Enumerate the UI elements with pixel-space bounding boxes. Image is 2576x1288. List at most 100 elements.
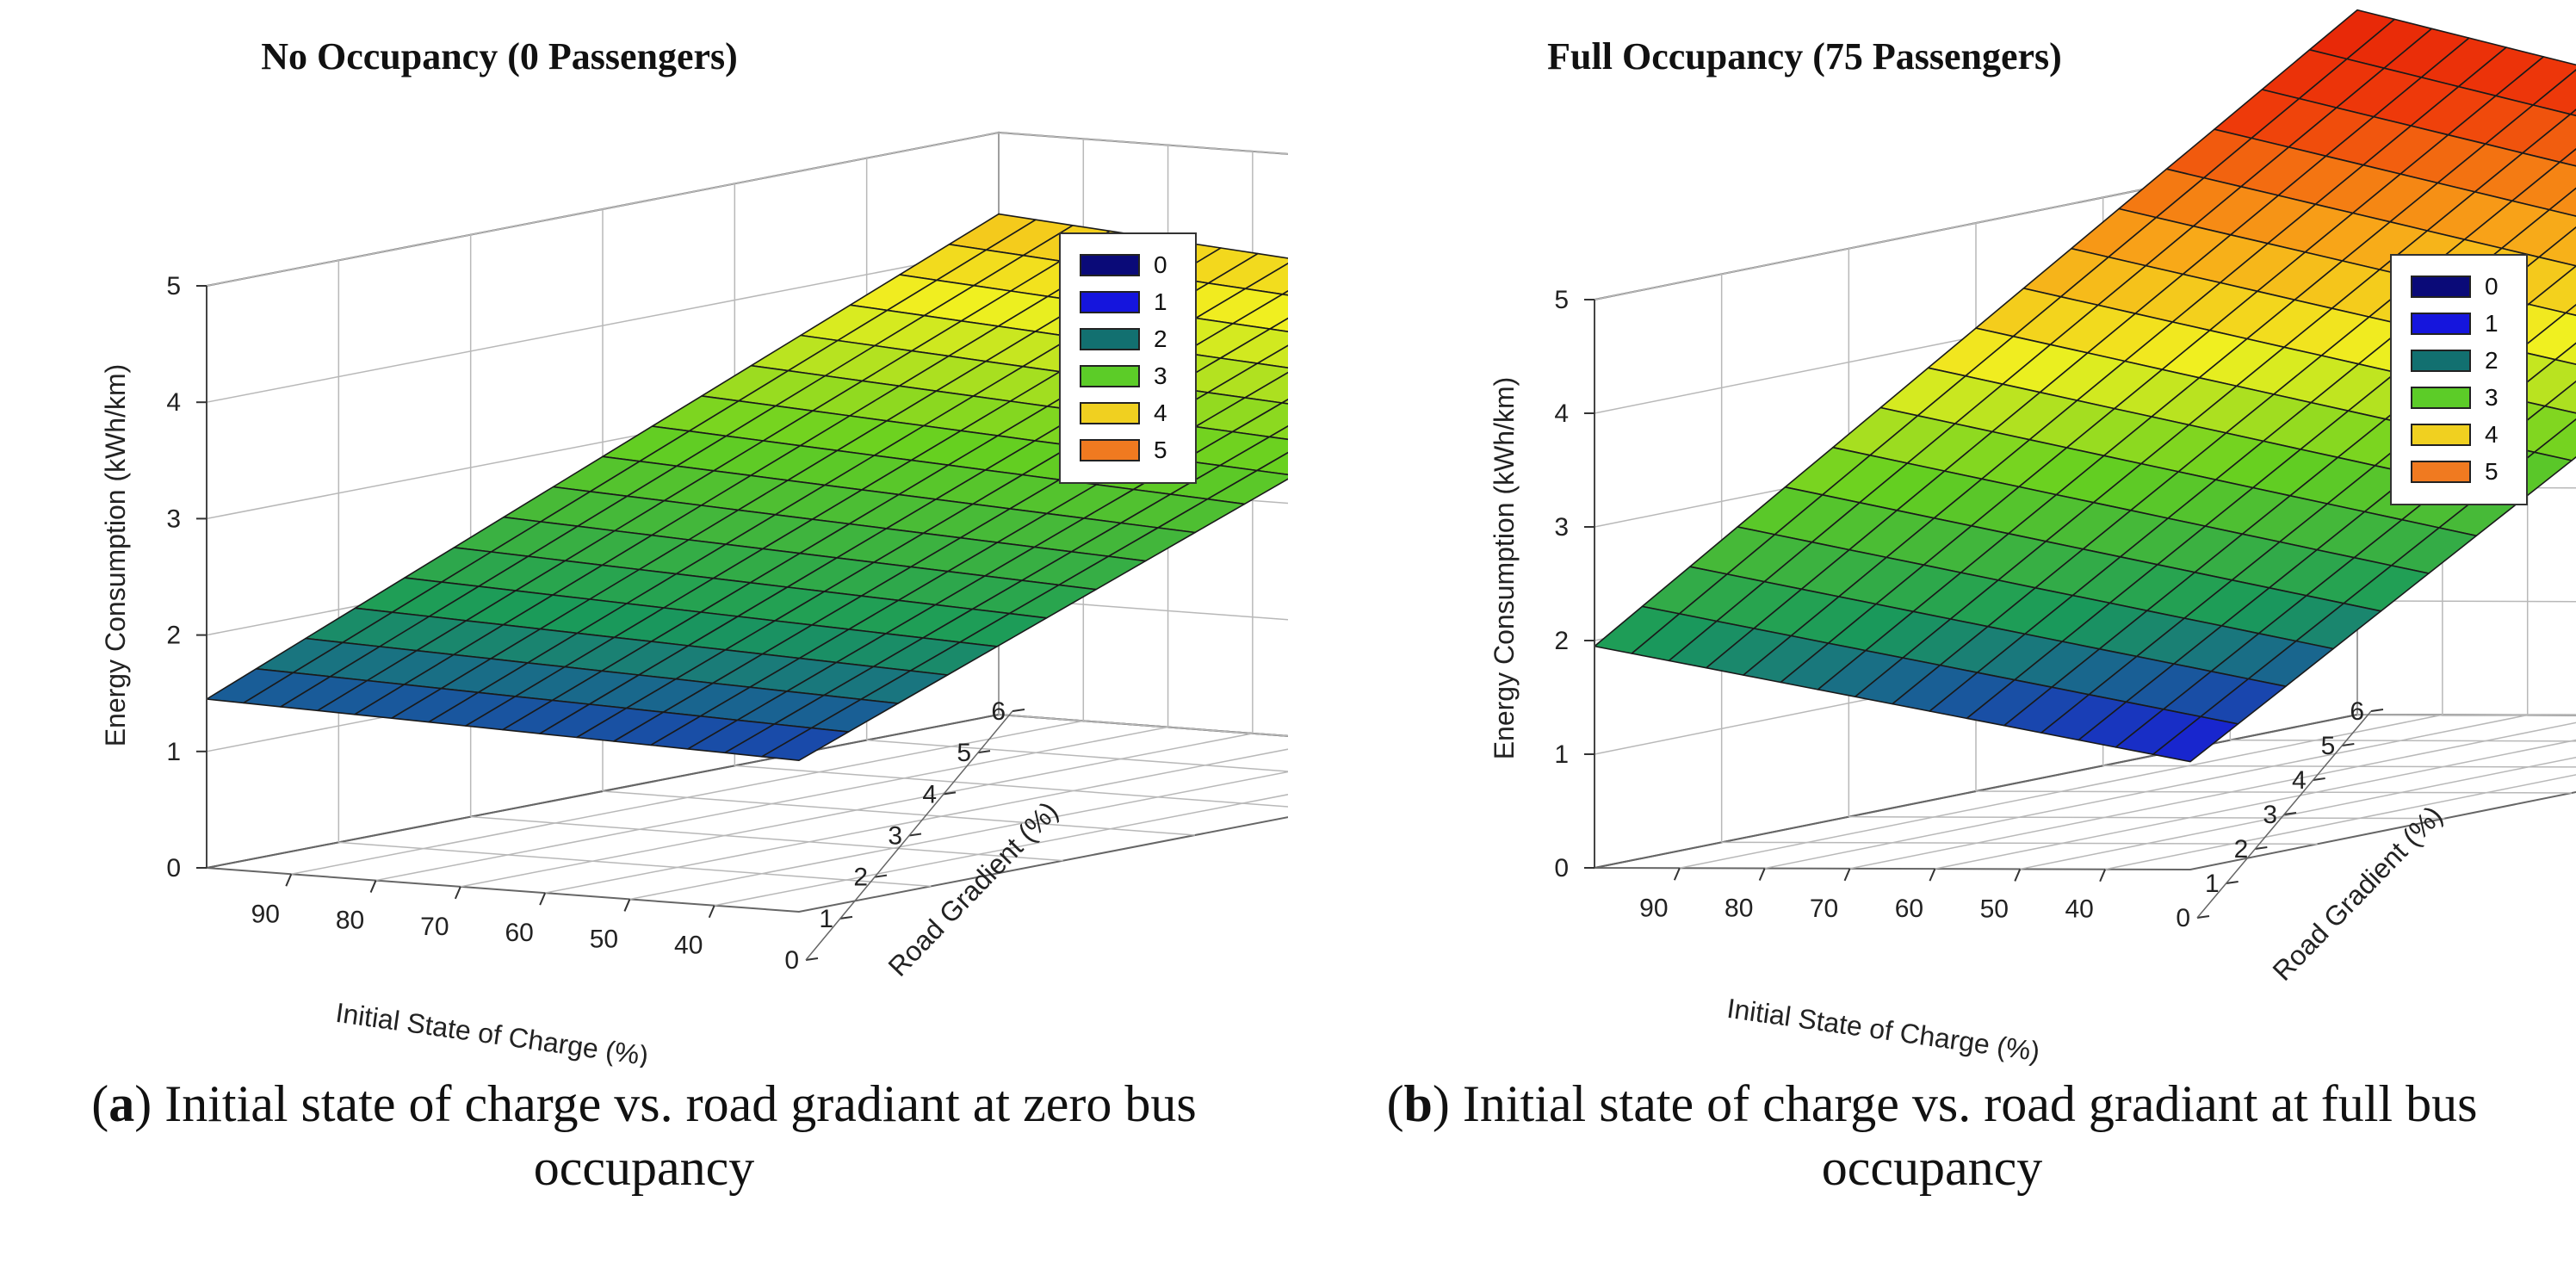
x-tick-label: 70 <box>1810 895 1838 923</box>
gridline-floor-y <box>2356 714 2576 716</box>
y-tick-mark <box>943 791 957 796</box>
z-axis-label: Energy Consumption (kWh/km) <box>100 364 131 747</box>
x-tick-label: 80 <box>1725 895 1753 923</box>
surface-cell <box>1268 424 1288 441</box>
z-tick-label: 3 <box>1554 513 1569 542</box>
z-tick-label: 4 <box>166 388 181 417</box>
y-tick-mark <box>2313 777 2325 781</box>
legend-label: 0 <box>1154 251 1167 278</box>
surface-cell <box>2152 715 2239 763</box>
surface-cell <box>1269 317 1288 332</box>
x-tick-label: 50 <box>590 925 618 953</box>
z-tick-label: 0 <box>1554 854 1569 882</box>
legend-label: 2 <box>1154 325 1167 352</box>
y-tick-label: 6 <box>991 697 1006 726</box>
caption-tag-a: a <box>108 1075 135 1132</box>
chart-title-a: No Occupancy (0 Passengers) <box>261 35 738 77</box>
legend-label: 3 <box>2485 384 2499 411</box>
legend-swatch <box>2411 350 2471 372</box>
legend-swatch <box>2411 424 2471 446</box>
legend-b: 0 1 2 3 4 5 <box>2390 254 2528 505</box>
legend-swatch <box>1080 328 1140 350</box>
y-tick-label: 0 <box>2176 904 2190 932</box>
y-tick-label: 1 <box>2205 870 2220 898</box>
legend-swatch <box>1080 439 1140 461</box>
y-tick-label: 5 <box>2321 732 2336 760</box>
surface <box>1594 9 2576 763</box>
legend-swatch <box>2411 313 2471 335</box>
x-tick-label: 40 <box>2065 895 2093 924</box>
x-tick-label: 50 <box>1980 895 2009 923</box>
chart-panel-b: 0 1 2 3 4 5 90 80 70 60 50 40 0 1 2 3 4 5 6 Energy Consumpt… <box>1288 0 2576 1288</box>
y-tick-label: 0 <box>784 946 799 975</box>
surface-cell <box>2565 303 2576 317</box>
gridline-floor-y <box>470 815 1063 862</box>
y-tick-label: 2 <box>2234 835 2249 864</box>
legend-a: 0 1 2 3 4 5 <box>1059 232 1197 484</box>
x-tick-mark <box>454 886 461 900</box>
x-tick-mark <box>369 880 377 893</box>
legend-label: 4 <box>2485 421 2499 448</box>
y-axis-line <box>805 710 1013 961</box>
gridline-floor-y <box>338 841 932 888</box>
gridline-floor-y <box>602 790 1196 836</box>
y-tick-label: 4 <box>922 780 937 808</box>
chart-panel-a: 0 1 2 3 4 5 90 80 70 60 50 40 0 1 2 3 4 5 6 Energy Consumpt… <box>91 35 1288 1196</box>
z-tick-label: 4 <box>1554 399 1569 428</box>
gridline-floor-y <box>1848 815 2445 820</box>
z-tick-label: 1 <box>1554 740 1569 769</box>
y-tick-label: 3 <box>888 822 902 851</box>
legend-label: 3 <box>1154 362 1167 389</box>
legend-label: 0 <box>2485 273 2499 300</box>
y-tick-mark <box>2370 709 2384 712</box>
gridline-z <box>206 132 1288 287</box>
legend-label: 5 <box>1154 437 1167 463</box>
x-tick-mark <box>2014 869 2022 882</box>
legend-label: 2 <box>2485 347 2499 374</box>
y-axis-line <box>2196 710 2372 919</box>
y-tick-mark <box>908 833 922 837</box>
y-tick-mark <box>977 750 991 754</box>
x-tick-label: 90 <box>1639 894 1668 922</box>
chart-title-b: Full Occupancy (75 Passengers) <box>1547 35 2062 77</box>
x-tick-label: 90 <box>251 900 280 928</box>
x-tick-label: 80 <box>336 907 364 935</box>
surface-cell <box>761 727 850 762</box>
y-tick-mark <box>874 874 888 878</box>
x-tick-mark <box>1843 868 1851 882</box>
legend-swatch <box>2411 276 2471 298</box>
legend-label: 1 <box>1154 288 1167 315</box>
x-tick-mark <box>1758 868 1766 881</box>
z-tick-label: 1 <box>166 738 181 766</box>
x-tick-mark <box>708 905 715 919</box>
caption-text-a: Initial state of charge vs. road gradian… <box>164 1075 1197 1196</box>
x-tick-mark <box>539 892 547 906</box>
gridline-floor-y <box>2102 765 2576 768</box>
caption-tag-b: b <box>1403 1075 1433 1132</box>
z-tick-label: 5 <box>1554 286 1569 314</box>
x-tick-label: 70 <box>420 913 449 941</box>
legend-label: 4 <box>1154 399 1167 426</box>
x-tick-mark <box>623 899 631 912</box>
y-axis-label: Road Gradient (%) <box>2266 800 2448 987</box>
x-tick-mark <box>285 873 293 887</box>
legend-label: 1 <box>2485 310 2499 337</box>
z-tick-label: 2 <box>1554 627 1569 655</box>
y-tick-mark <box>2196 915 2210 919</box>
x-tick-mark <box>1929 868 1936 882</box>
gridline-floor-y <box>998 714 1288 737</box>
caption-a: (a) Initial state of charge vs. road gra… <box>91 1075 1197 1196</box>
x-tick-label: 60 <box>1895 895 1923 923</box>
legend-swatch <box>1080 402 1140 424</box>
legend-swatch <box>2411 387 2471 409</box>
y-tick-mark <box>1012 709 1025 712</box>
gridline-floor-y <box>866 739 1288 772</box>
y-tick-mark <box>2255 846 2268 850</box>
legend-swatch <box>1080 291 1140 313</box>
y-tick-label: 2 <box>853 864 868 892</box>
y-tick-label: 6 <box>2350 697 2364 726</box>
y-tick-mark <box>2226 881 2239 884</box>
z-tick-label: 3 <box>166 505 181 533</box>
y-tick-mark <box>2342 743 2355 746</box>
y-tick-mark <box>2283 812 2297 815</box>
